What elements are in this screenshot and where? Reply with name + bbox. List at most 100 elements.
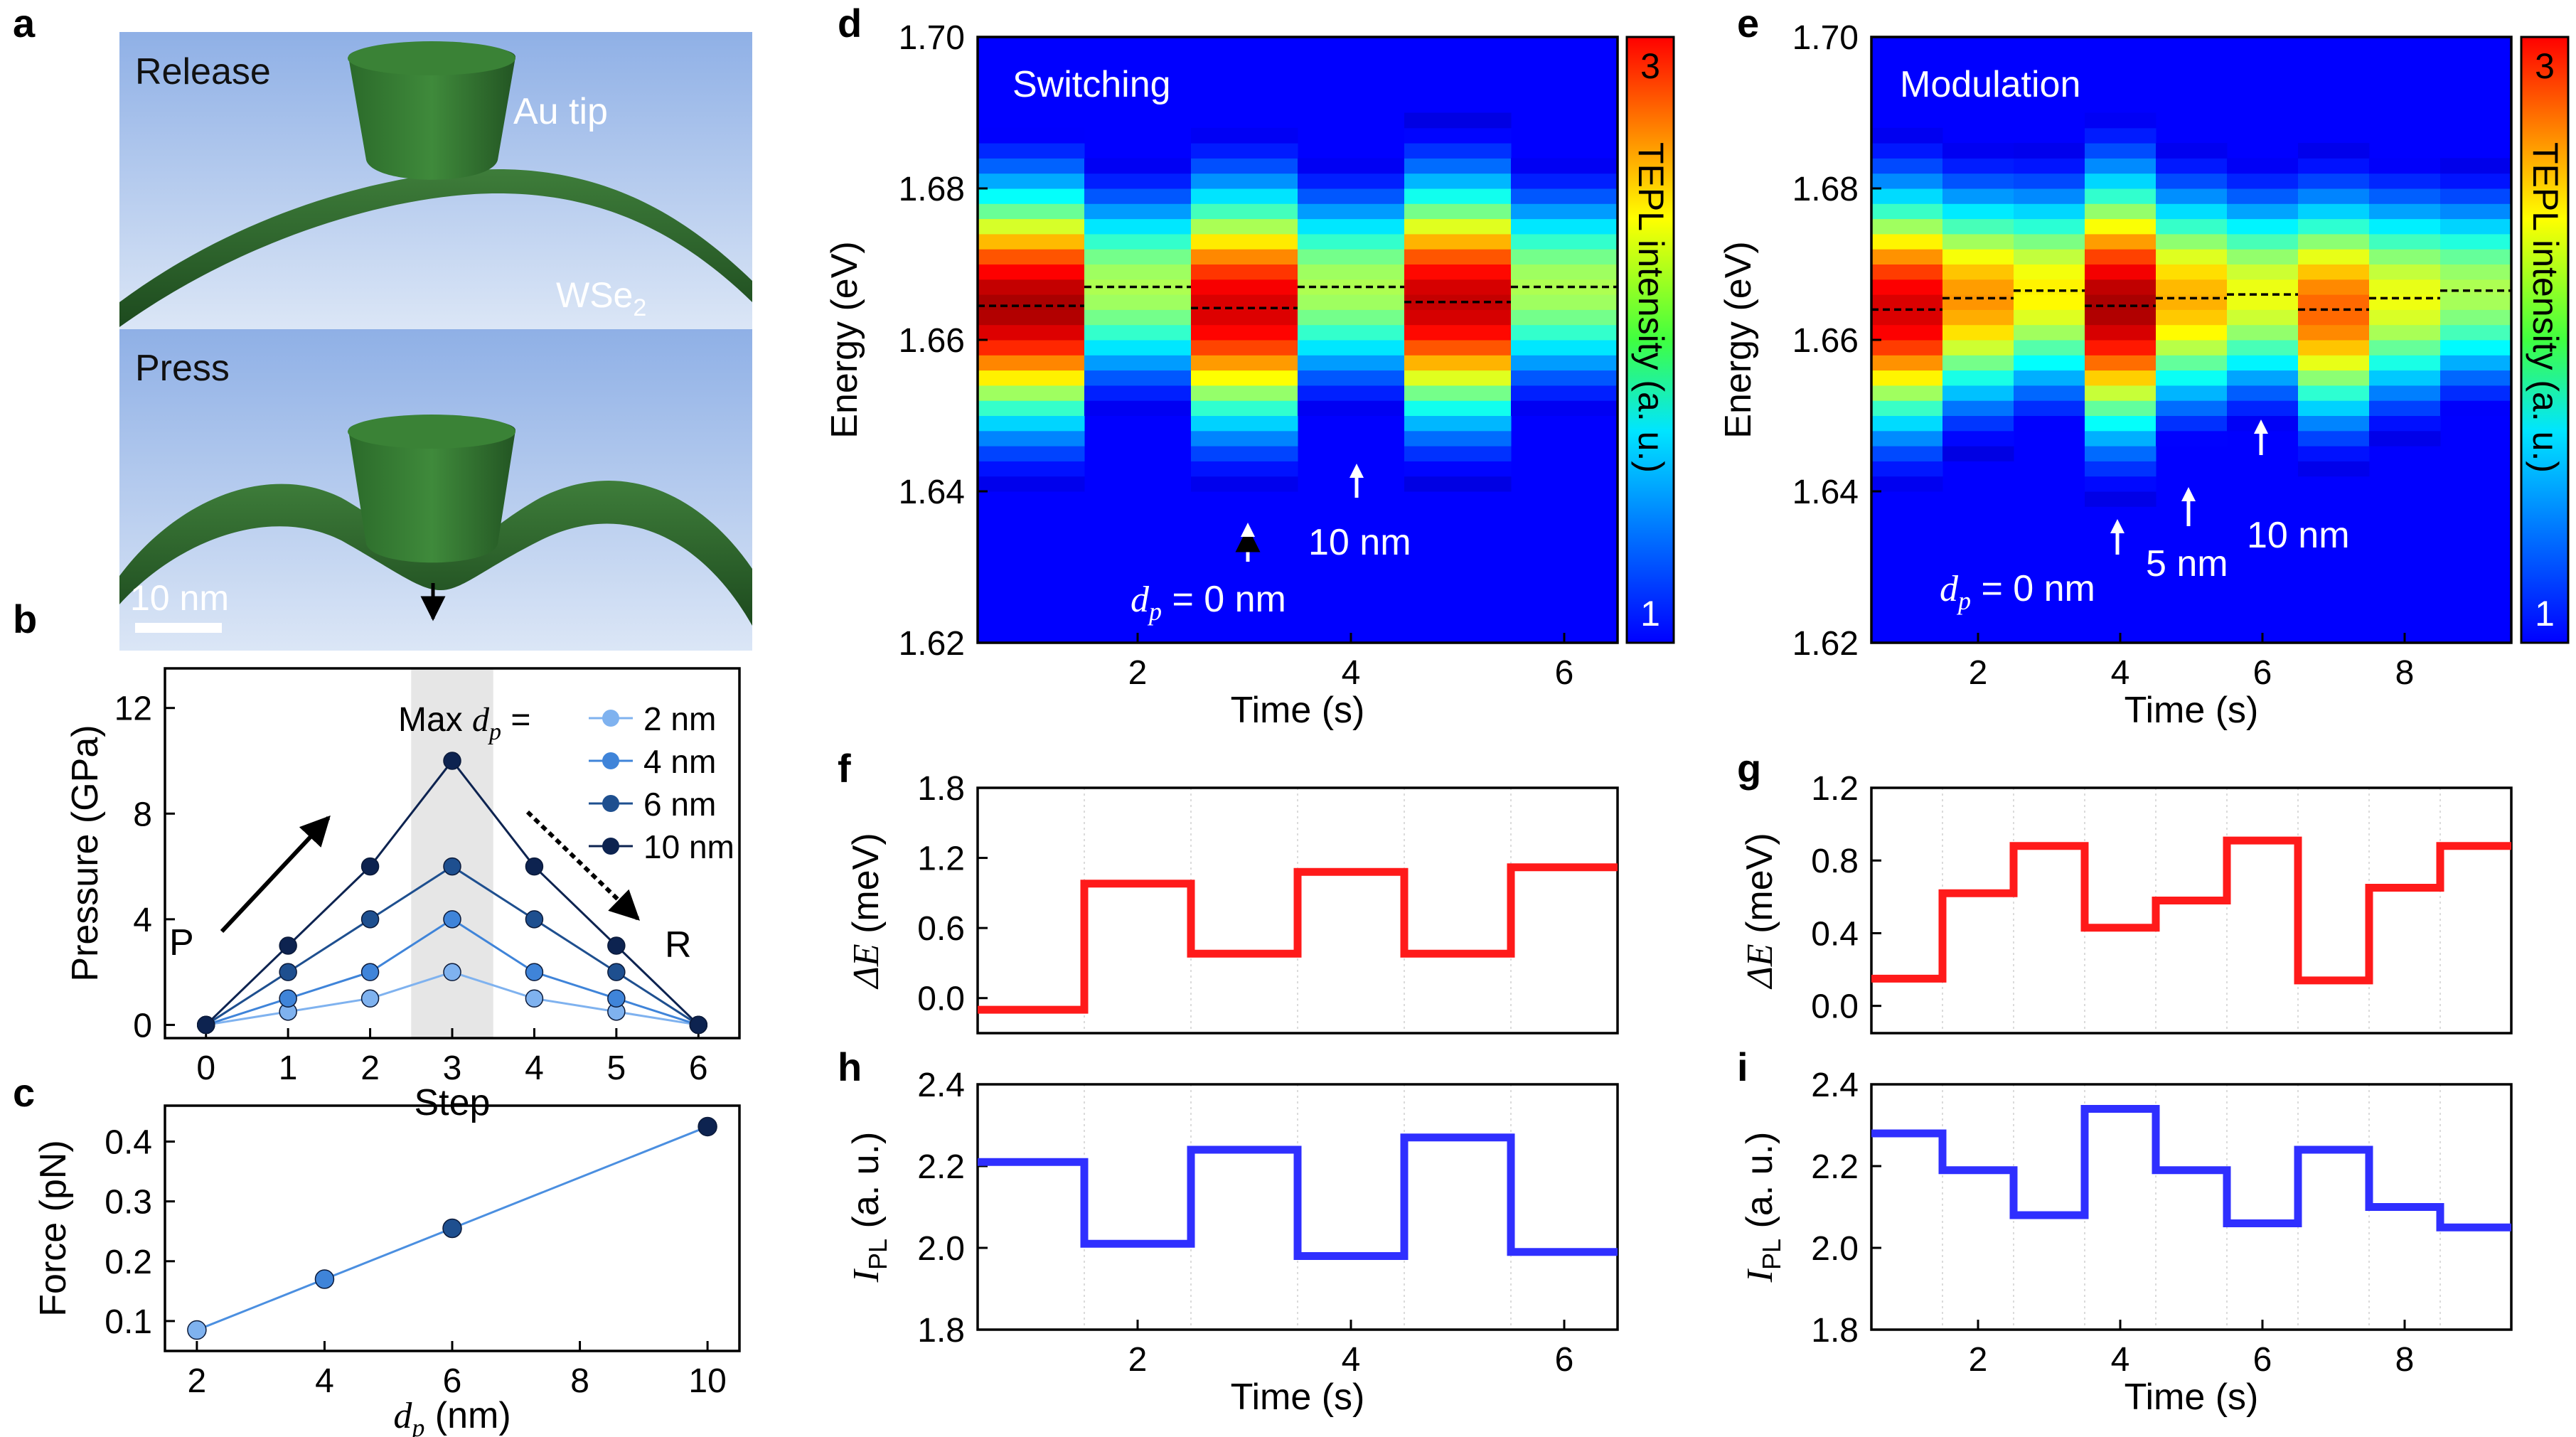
heatmap-cell — [2369, 355, 2441, 371]
heatmap-cell — [1084, 385, 1192, 401]
heatmap-cell — [1404, 112, 1512, 129]
data-point — [443, 910, 461, 929]
x-tick-label: 5 — [607, 1049, 626, 1087]
heatmap-cell — [1871, 203, 1943, 220]
heatmap-cell — [978, 249, 1085, 265]
data-point — [196, 1015, 215, 1035]
y-axis-label: ΔE (meV) — [1739, 833, 1780, 989]
heatmap-cell — [1298, 233, 1405, 250]
y-axis-label: Force (pN) — [33, 1140, 74, 1316]
heatmap-cell — [1191, 127, 1298, 144]
heatmap-cell — [2440, 400, 2512, 416]
y-tick-label: 1.64 — [1792, 474, 1859, 511]
heatmap-cell — [1942, 158, 2014, 174]
heatmap-cell — [2440, 203, 2512, 220]
colorbar-d-min: 1 — [1640, 594, 1660, 634]
y-tick-label: 2.0 — [1811, 1230, 1859, 1268]
heatmap-cell — [1511, 340, 1618, 356]
x-tick-label: 8 — [2395, 1341, 2415, 1379]
heatmap-cell — [2298, 233, 2370, 250]
heatmap-cell — [2085, 476, 2157, 492]
heatmap-cell — [2014, 249, 2085, 265]
legend-label: 2 nm — [643, 700, 716, 737]
plot-frame — [976, 786, 1619, 1035]
heatmap-cell — [1511, 203, 1618, 220]
heatmap-cell — [1191, 430, 1298, 447]
step-line — [1871, 1105, 2511, 1232]
x-tick-label: 6 — [2253, 654, 2272, 692]
data-point — [443, 963, 461, 981]
heatmap-cell — [2298, 446, 2370, 461]
heatmap-cell — [1298, 158, 1405, 174]
heatmap-cell — [2298, 415, 2370, 432]
release-tip — [348, 43, 515, 180]
heatmap-cell — [1084, 340, 1192, 356]
heatmap-cell — [1404, 143, 1512, 159]
heatmap-cell — [1871, 279, 1943, 295]
heatmap-cell — [1942, 249, 2014, 265]
heatmap-cell — [2298, 203, 2370, 220]
heatmap-cell — [2014, 294, 2085, 310]
y-tick-label: 0.4 — [105, 1123, 152, 1161]
heatmap-cell — [1191, 218, 1298, 235]
heatmap-cell — [2227, 309, 2299, 326]
heatmap-cell — [1511, 173, 1618, 189]
data-point — [607, 963, 626, 981]
x-tick-label: 2 — [1128, 1341, 1148, 1379]
heatmap-cell — [2227, 370, 2299, 386]
y-tick-label: 2.2 — [1811, 1148, 1859, 1186]
plot-e: 2 4 6 8 1.62 1.64 1.66 1.68 1.70 Time (s) Energy (… — [1718, 19, 2513, 731]
plot-frame — [1870, 1083, 2513, 1331]
heatmap-cell — [1871, 476, 1943, 492]
plot-frame — [1870, 786, 2513, 1035]
x-tick-label: 8 — [2395, 654, 2415, 692]
heatmap-cell — [2440, 309, 2512, 326]
heatmap-cell — [2014, 218, 2085, 235]
heatmap-cell — [1871, 188, 1943, 204]
heatmap-cell — [1404, 385, 1512, 401]
y-tick-label: 1.2 — [917, 840, 965, 878]
anno-e-1: 5 nm — [2146, 543, 2228, 584]
heatmap-cell — [2085, 430, 2157, 447]
release-sheet — [119, 169, 752, 327]
heatmap-cell — [2227, 218, 2299, 235]
heatmap-cell — [1298, 249, 1405, 265]
heatmap-cell — [1298, 324, 1405, 341]
x-tick-label: 4 — [1342, 654, 1361, 692]
heatmap-cell — [1298, 340, 1405, 356]
heatmap-cell — [2440, 355, 2512, 371]
heatmap-cell — [1511, 294, 1618, 310]
heatmap-cell — [2298, 324, 2370, 341]
press-tip-top — [348, 415, 515, 449]
x-tick-label: 2 — [1969, 654, 1988, 692]
data-point — [442, 1218, 462, 1239]
heatmap-cell — [1871, 415, 1943, 432]
x-axis-label: Time (s) — [1231, 1377, 1365, 1418]
heatmap-cell — [1191, 294, 1298, 310]
heatmap-cell — [2227, 203, 2299, 220]
y-tick-label: 1.70 — [899, 19, 965, 57]
heatmap-cell — [978, 173, 1085, 189]
heatmap-cell — [1511, 158, 1618, 174]
panel-d: d 2 4 6 1.62 1.64 1.66 1.68 1.70 Time (s) Energy … — [824, 1, 1619, 731]
data-point — [360, 910, 380, 929]
heatmap-cell — [1942, 340, 2014, 356]
heatmap-cell — [1191, 233, 1298, 250]
colorbar-e: 3 1 TEPL intensity (a. u.) — [2520, 36, 2570, 644]
heatmap-cell — [1404, 355, 1512, 371]
heatmap-cell — [2227, 355, 2299, 371]
y-axis-unit: (a. u.) — [845, 1132, 887, 1239]
heatmap-cell — [1871, 143, 1943, 159]
heatmap-cell — [2298, 173, 2370, 189]
heatmap-cell — [1511, 324, 1618, 341]
heatmap-cell — [1942, 430, 2014, 447]
x-axis-label: Step — [415, 1082, 491, 1123]
heatmap-cell — [1404, 370, 1512, 386]
heatmap-cell — [1298, 188, 1405, 204]
plot-c: 2 4 6 8 10 0.1 0.2 0.3 0.4 dp (nm) Force (pN) — [33, 1104, 741, 1437]
heatmap-cell — [978, 324, 1085, 341]
heatmap-cell — [2085, 203, 2157, 220]
heatmap-cell — [2369, 173, 2441, 189]
